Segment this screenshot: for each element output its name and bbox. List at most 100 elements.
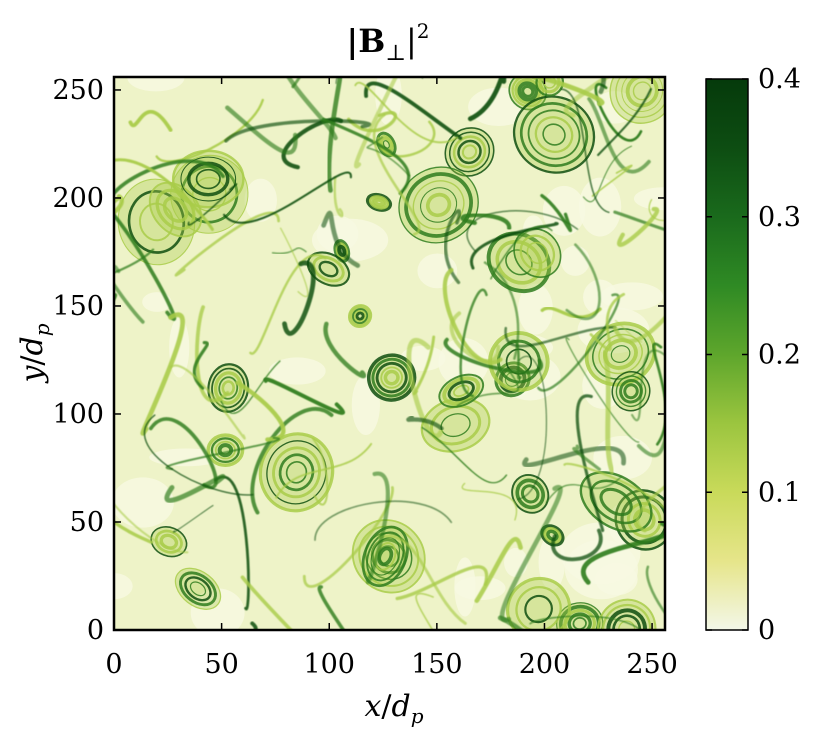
y-tick-label: 0 — [87, 615, 104, 646]
y-tick-label: 100 — [52, 399, 104, 430]
field-filament — [173, 505, 214, 533]
field-light-patch — [316, 215, 359, 253]
field-filament — [378, 534, 467, 625]
heatmap-plot — [112, 75, 667, 632]
x-tick-label: 250 — [626, 649, 678, 680]
field-filament — [613, 210, 665, 232]
field-filament — [395, 565, 489, 601]
field-eddy — [513, 228, 562, 278]
field-filament — [517, 356, 547, 500]
field-filament — [529, 615, 642, 630]
field-filament — [322, 117, 411, 195]
field-filament — [540, 306, 602, 319]
field-filament — [155, 98, 264, 163]
field-filament — [323, 321, 367, 379]
field-filament — [507, 339, 522, 380]
field-light-patch — [114, 477, 174, 528]
field-filament — [249, 253, 327, 355]
colorbar-tick-labels: 0 0.1 0.2 0.3 0.4 — [758, 64, 801, 646]
field-filament — [456, 368, 520, 407]
field-eddy — [444, 127, 495, 177]
colorbar-tick-label: 0.2 — [758, 340, 801, 371]
field-filament — [114, 159, 225, 197]
field-light-patch — [114, 573, 133, 600]
field-filament — [225, 105, 298, 155]
field-eddy — [258, 432, 335, 513]
field-filament — [497, 615, 524, 630]
field-eddy — [347, 304, 373, 329]
field-filament — [128, 109, 173, 132]
field-filament — [114, 212, 177, 321]
field-filament — [164, 474, 226, 503]
x-tick-label: 0 — [105, 649, 122, 680]
field-filament — [165, 436, 280, 470]
field-filament — [467, 77, 507, 122]
field-filament — [443, 209, 462, 285]
field-filament — [312, 437, 329, 506]
field-filament — [412, 335, 436, 395]
field-light-patch — [190, 588, 245, 630]
field-eddy — [150, 526, 188, 558]
field-filament — [545, 475, 623, 504]
field-eddy — [614, 489, 665, 551]
field-filament — [415, 592, 434, 630]
y-tick-label: 150 — [52, 291, 104, 322]
field-eddy — [206, 433, 245, 467]
y-axis-label: y/dp — [15, 323, 54, 384]
field-filament — [366, 136, 411, 177]
field-filament — [224, 119, 372, 143]
field-filament — [354, 81, 459, 144]
field-filament — [563, 77, 611, 118]
field-filament — [540, 193, 573, 233]
field-filament — [114, 194, 124, 216]
field-filament — [565, 243, 601, 320]
field-filament — [466, 210, 579, 253]
field-filament — [565, 337, 640, 443]
field-filament — [187, 183, 238, 226]
field-filament — [326, 77, 343, 193]
field-filament — [636, 432, 665, 457]
field-filament — [551, 528, 603, 562]
field-filament — [282, 260, 316, 336]
field-filament — [601, 350, 615, 475]
field-filament — [114, 519, 154, 544]
field-light-patch — [518, 283, 553, 335]
field-eddy — [174, 567, 222, 610]
field-filament — [461, 482, 518, 521]
colorbar-tick-label: 0 — [758, 615, 775, 646]
field-filament — [263, 377, 346, 415]
field-filament — [522, 445, 626, 468]
field-light-patch — [633, 187, 665, 211]
field-filament — [314, 500, 453, 541]
field-filament — [286, 77, 338, 141]
field-filament — [148, 417, 218, 490]
y-tick-label: 200 — [52, 183, 104, 214]
field-filament — [504, 326, 617, 348]
colorbar-tick-label: 0.1 — [758, 477, 801, 508]
field-filament — [513, 77, 605, 107]
field-filament — [614, 320, 643, 343]
field-light-patch — [127, 77, 185, 92]
field-filament — [114, 248, 155, 274]
field-filament — [240, 575, 294, 630]
field-filament — [469, 221, 559, 270]
plot-frame — [112, 75, 667, 632]
field-light-patch — [560, 245, 590, 276]
field-filament — [140, 312, 185, 436]
x-tick-label: 200 — [519, 649, 571, 680]
x-tick-label: 50 — [204, 649, 238, 680]
field-filament — [459, 288, 488, 398]
field-filament — [406, 415, 444, 431]
field-eddy — [367, 353, 417, 402]
field-filament — [169, 364, 246, 440]
field-filament — [442, 268, 503, 365]
field-filament — [192, 341, 209, 390]
y-tick-label: 50 — [70, 507, 104, 538]
field-filament — [572, 444, 601, 471]
field-filament — [582, 145, 633, 203]
colorbar-scale — [705, 78, 749, 631]
field-eddy — [365, 192, 393, 212]
field-filament — [563, 462, 665, 511]
field-filament — [143, 414, 254, 496]
